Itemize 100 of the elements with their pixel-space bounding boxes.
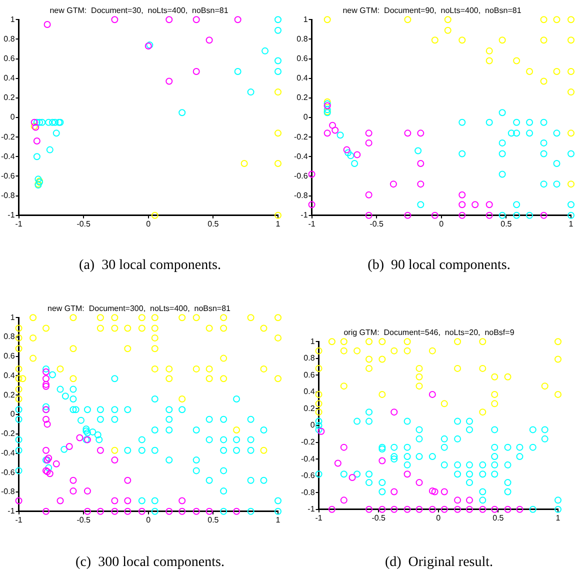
point xyxy=(48,118,56,126)
point xyxy=(315,390,322,398)
point xyxy=(508,130,515,137)
point xyxy=(491,453,498,460)
point xyxy=(553,68,560,75)
point xyxy=(96,446,104,454)
point xyxy=(70,314,77,322)
y-tick-label: 0.8 xyxy=(296,34,308,44)
x-tick-label: 0.5 xyxy=(492,513,504,522)
point xyxy=(247,88,254,96)
chart-title: orig GTM: Document=546, noLts=20, noBsf=9 xyxy=(344,328,515,338)
y-tick-label: 1 xyxy=(10,14,16,24)
point xyxy=(568,212,574,219)
point xyxy=(347,152,354,160)
point xyxy=(416,453,423,460)
point xyxy=(206,324,213,332)
point xyxy=(240,160,248,168)
point xyxy=(324,16,331,24)
y-tick-label: -0.8 xyxy=(294,191,308,200)
y-tick-label: -0.6 xyxy=(300,471,316,480)
point xyxy=(486,201,493,208)
point xyxy=(233,426,240,434)
point xyxy=(479,470,486,478)
x-tick-label: 1 xyxy=(556,513,561,522)
point xyxy=(568,201,574,208)
point xyxy=(274,88,282,96)
y-tick-label: 0.2 xyxy=(304,404,316,413)
point xyxy=(390,456,398,463)
x-tick-label: 0.5 xyxy=(500,219,512,228)
point xyxy=(404,130,412,137)
point xyxy=(486,212,493,219)
point xyxy=(138,324,146,332)
chart-title: new GTM: Document=30, noLts=400, noBsn=81 xyxy=(50,6,229,16)
point xyxy=(479,338,486,346)
point xyxy=(15,395,22,402)
point xyxy=(178,395,186,402)
point xyxy=(274,160,282,168)
point xyxy=(365,130,372,137)
point xyxy=(553,16,560,24)
y-tick-label: -0.4 xyxy=(0,152,16,161)
point xyxy=(15,334,22,342)
point xyxy=(479,488,486,496)
point xyxy=(498,36,506,44)
point xyxy=(340,347,348,354)
point xyxy=(274,57,282,64)
y-tick-label: -0.8 xyxy=(300,488,316,497)
point xyxy=(404,347,411,354)
point xyxy=(340,444,348,451)
point xyxy=(30,118,38,126)
point xyxy=(466,418,473,425)
point xyxy=(440,488,448,496)
point xyxy=(366,479,373,486)
point xyxy=(220,375,228,382)
point xyxy=(343,146,350,154)
point xyxy=(348,474,356,482)
point xyxy=(458,191,466,198)
point xyxy=(178,109,186,116)
point xyxy=(529,506,536,513)
point xyxy=(15,365,22,372)
point xyxy=(166,508,173,515)
point xyxy=(540,180,548,188)
point xyxy=(15,386,22,393)
point xyxy=(46,470,54,478)
point xyxy=(378,338,386,346)
point xyxy=(365,139,372,146)
point xyxy=(220,314,228,322)
point xyxy=(138,314,146,322)
point xyxy=(504,444,512,451)
point xyxy=(111,16,118,24)
point xyxy=(540,139,548,146)
y-tick-label: 0.8 xyxy=(304,354,316,363)
y-tick-label: 0.4 xyxy=(4,370,16,380)
y-tick-label: -0.4 xyxy=(300,454,316,464)
x-tick-label: -0.5 xyxy=(370,219,384,228)
point xyxy=(178,508,186,515)
point xyxy=(454,496,462,504)
point xyxy=(516,506,524,513)
point xyxy=(366,418,373,425)
point xyxy=(440,400,448,408)
x-tick-label: -0.5 xyxy=(76,515,92,524)
y-tick-label: 0.8 xyxy=(4,34,16,44)
point xyxy=(404,212,412,219)
point xyxy=(428,390,436,398)
point xyxy=(491,470,498,478)
point xyxy=(568,150,574,158)
point xyxy=(315,400,322,408)
y-tick-label: -0.2 xyxy=(0,429,16,438)
point xyxy=(192,314,200,322)
point xyxy=(498,150,506,158)
point xyxy=(479,364,486,372)
x-tick-label: 0 xyxy=(436,513,442,522)
point xyxy=(366,338,373,346)
y-tick-label: 0.6 xyxy=(304,370,316,380)
point xyxy=(454,418,462,425)
point xyxy=(440,444,448,451)
point xyxy=(458,150,466,158)
point xyxy=(428,487,436,494)
y-tick-label: -0.4 xyxy=(0,448,16,458)
point xyxy=(151,324,158,332)
point xyxy=(504,479,512,486)
